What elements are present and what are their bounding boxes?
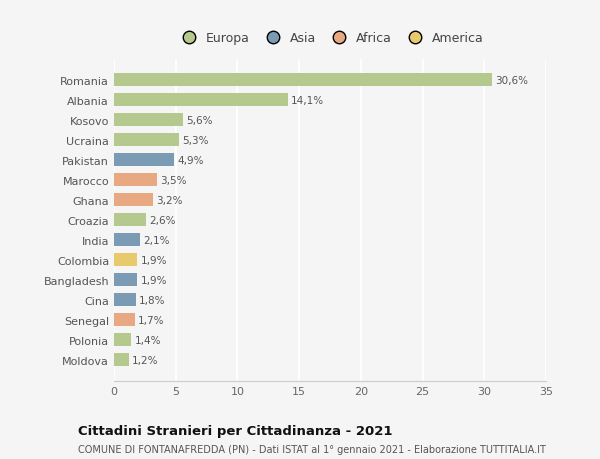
Text: 2,6%: 2,6%: [149, 215, 176, 225]
Text: 1,7%: 1,7%: [138, 315, 164, 325]
Bar: [114, 234, 140, 247]
Legend: Europa, Asia, Africa, America: Europa, Asia, Africa, America: [171, 28, 489, 50]
Text: 2,1%: 2,1%: [143, 235, 170, 245]
Bar: [114, 254, 137, 267]
Text: 1,9%: 1,9%: [140, 255, 167, 265]
Text: 1,4%: 1,4%: [134, 335, 161, 345]
Text: 3,2%: 3,2%: [157, 196, 183, 205]
Bar: [114, 353, 129, 366]
Bar: [114, 174, 157, 187]
Text: 3,5%: 3,5%: [160, 175, 187, 185]
Bar: [114, 274, 137, 286]
Text: 30,6%: 30,6%: [495, 76, 528, 86]
Text: 4,9%: 4,9%: [178, 156, 204, 166]
Bar: [114, 94, 288, 107]
Bar: [114, 194, 154, 207]
Text: 1,8%: 1,8%: [139, 295, 166, 305]
Text: 5,3%: 5,3%: [182, 135, 209, 146]
Text: 1,9%: 1,9%: [140, 275, 167, 285]
Bar: [114, 334, 131, 347]
Text: 14,1%: 14,1%: [291, 96, 324, 106]
Text: 5,6%: 5,6%: [186, 116, 213, 126]
Bar: [114, 114, 183, 127]
Bar: [114, 214, 146, 227]
Text: COMUNE DI FONTANAFREDDA (PN) - Dati ISTAT al 1° gennaio 2021 - Elaborazione TUTT: COMUNE DI FONTANAFREDDA (PN) - Dati ISTA…: [78, 444, 546, 454]
Bar: [114, 74, 491, 87]
Bar: [114, 154, 175, 167]
Bar: [114, 294, 136, 307]
Text: 1,2%: 1,2%: [132, 355, 158, 365]
Text: Cittadini Stranieri per Cittadinanza - 2021: Cittadini Stranieri per Cittadinanza - 2…: [78, 425, 392, 437]
Bar: [114, 134, 179, 147]
Bar: [114, 313, 135, 326]
